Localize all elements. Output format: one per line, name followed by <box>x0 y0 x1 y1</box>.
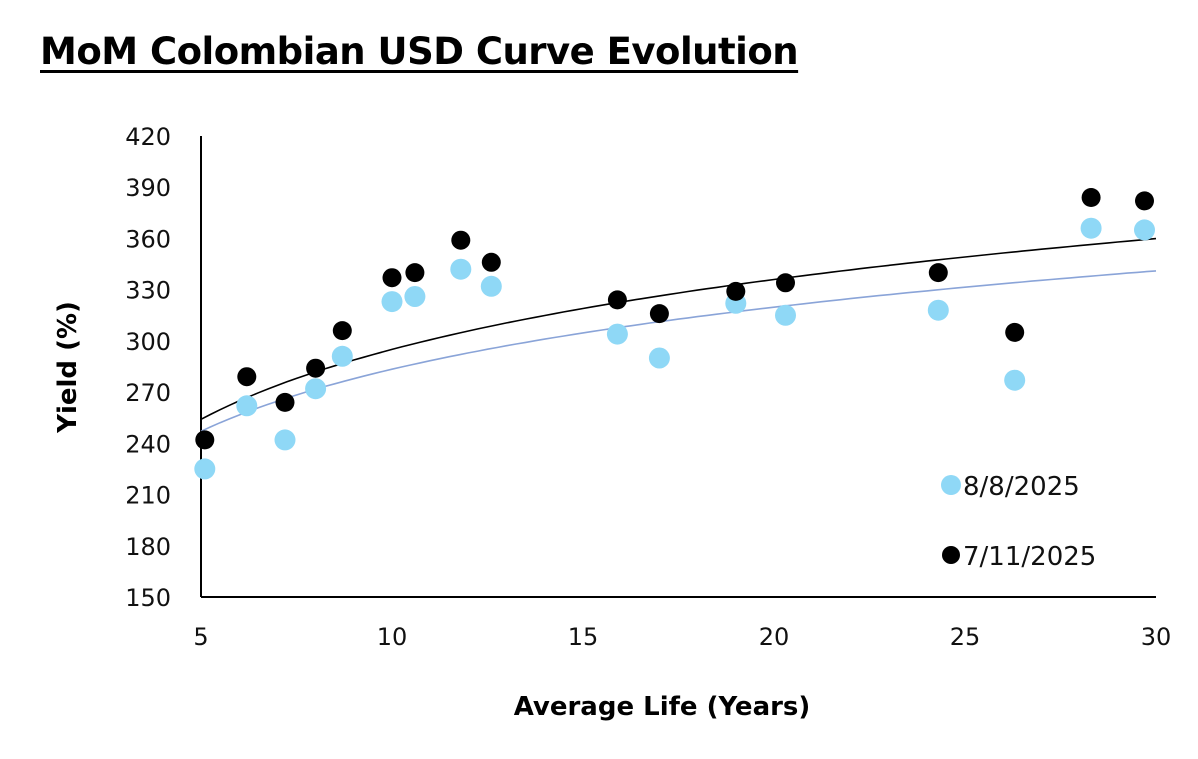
y-tick-label: 360 <box>125 225 171 253</box>
tick-labels: 150 180 210 240 270 300 330 360 390 420 5 10 15 20 25 3… <box>125 123 1171 651</box>
data-point <box>480 275 502 297</box>
x-tick-label: 5 <box>193 623 208 651</box>
y-tick-label: 210 <box>125 482 171 510</box>
data-point <box>606 323 628 345</box>
data-point <box>775 304 796 326</box>
data-point <box>1004 369 1026 391</box>
data-point <box>648 347 670 369</box>
data-point <box>649 304 669 324</box>
y-tick-label: 390 <box>125 174 171 202</box>
data-point <box>451 230 471 250</box>
data-point <box>305 378 327 400</box>
data-point <box>405 263 425 283</box>
data-point <box>332 321 352 341</box>
chart-title: MoM Colombian USD Curve Evolution <box>40 30 799 73</box>
data-point <box>928 263 948 283</box>
data-point <box>607 290 627 310</box>
y-tick-label: 150 <box>125 584 171 612</box>
legend-label: 7/11/2025 <box>963 542 1096 572</box>
data-point <box>1081 188 1101 207</box>
x-tick-label: 30 <box>1141 623 1172 651</box>
y-tick-label: 330 <box>125 277 171 305</box>
data-point <box>382 268 402 288</box>
data-point <box>306 358 326 378</box>
x-axis-label: Average Life (Years) <box>514 692 811 722</box>
data-points <box>194 188 1155 480</box>
data-point <box>450 258 472 280</box>
data-point <box>776 273 795 293</box>
x-tick-label: 10 <box>377 623 408 651</box>
y-tick-label: 180 <box>125 533 171 561</box>
legend-label: 8/8/2025 <box>963 472 1080 502</box>
data-point <box>381 291 403 313</box>
trendlines <box>200 237 1157 433</box>
trendline-jul <box>200 237 1157 421</box>
data-point <box>195 430 215 450</box>
y-axis-label: Yield (%) <box>53 301 83 434</box>
trendline-aug <box>200 270 1157 433</box>
data-point <box>1005 322 1025 342</box>
data-point <box>1080 217 1102 239</box>
data-point <box>726 281 746 301</box>
y-tick-label: 420 <box>125 123 171 151</box>
data-point <box>1135 191 1154 211</box>
x-tick-label: 20 <box>759 623 790 651</box>
y-tick-label: 270 <box>125 379 171 407</box>
y-tick-label: 300 <box>125 328 171 356</box>
data-point <box>404 286 426 307</box>
data-point <box>331 345 353 367</box>
legend-marker <box>942 546 960 564</box>
x-tick-label: 25 <box>950 623 981 651</box>
x-tick-label: 15 <box>568 623 599 651</box>
data-point <box>927 299 949 321</box>
data-point <box>481 252 501 272</box>
legend: 8/8/2025 7/11/2025 <box>941 472 1096 572</box>
data-point <box>237 367 257 387</box>
data-point <box>1134 219 1155 241</box>
y-tick-label: 240 <box>125 430 171 458</box>
data-point <box>236 395 258 417</box>
series-aug <box>194 217 1155 480</box>
legend-marker <box>941 475 961 495</box>
axes <box>200 136 1156 598</box>
series-jul <box>195 188 1154 450</box>
data-point <box>274 429 296 451</box>
data-point <box>194 458 216 480</box>
data-point <box>275 392 295 412</box>
